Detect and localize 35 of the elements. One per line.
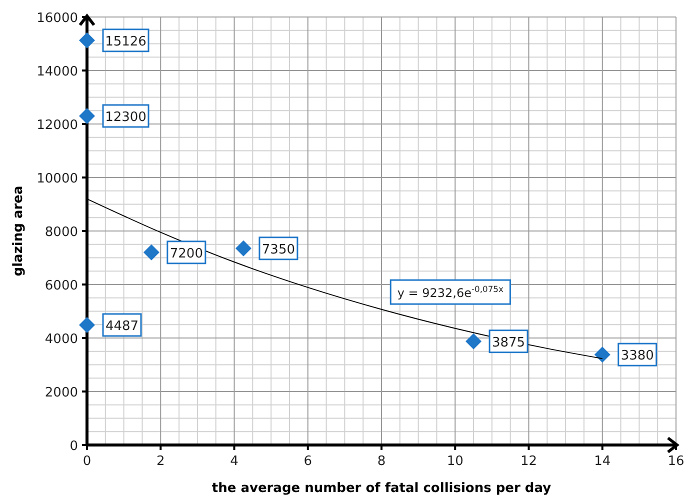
x-tick-label: 4 [230,454,238,469]
point [466,333,482,350]
data-label: 7200 [170,246,203,262]
y-tick-label: 10000 [36,172,78,186]
y-tick-label: 4000 [44,332,78,347]
y-tick-label: 16000 [36,11,78,26]
x-tick-label: 14 [594,454,611,469]
point [594,346,610,363]
y-axis-title: glazing area [11,186,26,276]
data-label: 3380 [620,348,654,364]
data-label: 3875 [492,335,526,350]
data-label: 7350 [262,242,295,258]
point [143,244,160,260]
x-tick-label: 12 [520,454,538,469]
x-tick-label: 0 [82,454,92,469]
x-tick-label: 2 [156,454,165,469]
point [79,316,95,333]
y-tick-label: 2000 [44,386,78,400]
y-tick-label: 14000 [36,64,78,80]
data-label: 15126 [105,34,146,50]
point [235,240,252,256]
data-label: 12300 [105,110,146,125]
x-axis-title: the average number of fatal collisions per day [212,481,552,496]
y-tick-label: 6000 [44,278,78,294]
y-tick-label: 8000 [44,225,78,240]
x-tick-label: 16 [668,454,684,469]
x-tick-label: 10 [446,454,464,469]
point [79,108,95,124]
x-tick-label: 8 [377,454,386,469]
y-tick-label: 0 [70,439,78,454]
x-tick-label: 6 [304,454,312,469]
point [79,32,95,48]
data-label: 4487 [105,318,139,334]
annotation: y = 9232,6e$^{-0,075x}$ [397,284,504,300]
y-tick-label: 12000 [36,118,78,133]
